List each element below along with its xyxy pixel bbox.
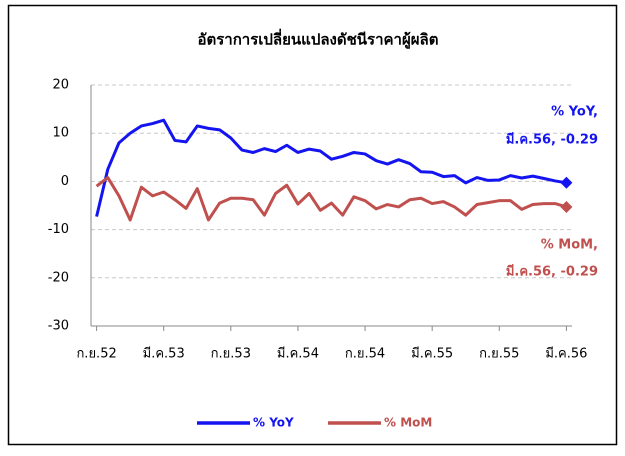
x-tick-label: ก.ย.55 (479, 347, 519, 362)
y-tick-label: -30 (48, 319, 69, 334)
annotation: มี.ค.56, -0.29 (506, 264, 598, 280)
legend-label: % MoM (384, 416, 432, 430)
x-tick-label: มี.ค.55 (411, 346, 453, 362)
x-tick-label: มี.ค.53 (143, 346, 185, 362)
y-tick-label: 0 (61, 174, 69, 189)
legend-label: % YoY (253, 416, 294, 430)
annotation: มี.ค.56, -0.29 (506, 132, 598, 148)
end-marker (560, 176, 573, 189)
x-tick-label: ก.ย.54 (345, 347, 385, 362)
x-tick-label: มี.ค.56 (545, 346, 587, 362)
y-tick-label: -10 (48, 222, 69, 237)
y-tick-label: -20 (48, 270, 69, 285)
end-marker (560, 200, 573, 213)
y-tick-label: 10 (52, 126, 69, 141)
y-tick-label: 20 (52, 78, 69, 93)
x-tick-label: ก.ย.52 (76, 347, 116, 362)
x-tick-label: มี.ค.54 (277, 346, 319, 362)
annotation: % YoY, (551, 105, 598, 120)
series-line (95, 176, 567, 222)
chart-title: อัตราการเปลี่ยนแปลงดัชนีราคาผู้ผลิต (197, 29, 438, 50)
annotation: % MoM, (541, 238, 598, 253)
x-tick-label: ก.ย.53 (211, 347, 251, 362)
series-line (95, 118, 567, 217)
chart-border (7, 4, 618, 446)
